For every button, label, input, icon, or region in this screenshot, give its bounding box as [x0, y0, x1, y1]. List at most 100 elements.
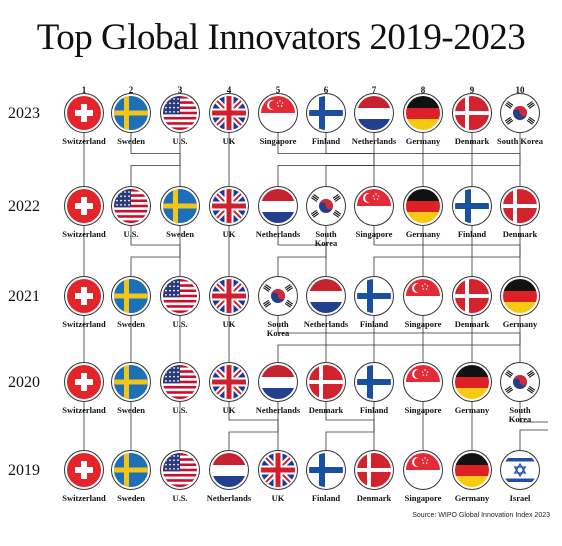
country-label: UK: [223, 136, 236, 146]
country-label: Singapore: [405, 319, 442, 329]
connector-denmark-2023: [471, 113, 521, 206]
sweden-flag-icon: [111, 276, 151, 316]
country-label: Sweden: [117, 493, 145, 503]
country-label: Denmark: [455, 319, 490, 329]
country-label: UK: [223, 229, 236, 239]
denmark-flag-icon: [306, 362, 346, 402]
denmark-flag-icon: [452, 93, 492, 133]
country-label: Switzerland: [62, 136, 106, 146]
country-label: Germany: [455, 493, 490, 503]
rank-label: 6: [324, 85, 329, 95]
country-label: Israel: [510, 493, 531, 503]
country-label: Switzerland: [62, 229, 106, 239]
rank-label: 8: [421, 85, 426, 95]
country-label: Finland: [458, 229, 487, 239]
chart-title: Top Global Innovators 2019-2023: [36, 17, 526, 58]
uk-flag-icon: [209, 93, 249, 133]
connector-finland-2023: [325, 113, 473, 206]
country-label: Switzerland: [62, 493, 106, 503]
country-label: South Korea: [315, 229, 338, 248]
switzerland-flag-icon: [64, 186, 104, 226]
country-label: U.S.: [123, 229, 138, 239]
country-label: Switzerland: [62, 405, 106, 415]
u-s-flag-icon: [160, 450, 200, 490]
denmark-flag-icon: [452, 276, 492, 316]
connector-u-s-2023: [130, 113, 181, 206]
country-label: South Korea: [509, 405, 532, 424]
uk-flag-icon: [209, 186, 249, 226]
uk-flag-icon: [209, 362, 249, 402]
country-label: Singapore: [405, 405, 442, 415]
u-s-flag-icon: [160, 93, 200, 133]
country-label: Denmark: [503, 229, 538, 239]
country-label: Germany: [503, 319, 538, 329]
u-s-flag-icon: [111, 186, 151, 226]
country-label: Sweden: [117, 319, 145, 329]
netherlands-flag-icon: [306, 276, 346, 316]
u-s-flag-icon: [160, 276, 200, 316]
country-label: U.S.: [172, 493, 187, 503]
country-label: Finland: [360, 319, 389, 329]
rank-label: 4: [227, 85, 232, 95]
year-label: 2021: [8, 288, 40, 305]
year-label: 2019: [8, 462, 40, 479]
country-label: Germany: [455, 405, 490, 415]
country-label: Netherlands: [207, 493, 252, 503]
country-label: Denmark: [357, 493, 392, 503]
rank-label: 7: [372, 85, 377, 95]
denmark-flag-icon: [500, 186, 540, 226]
country-label: Netherlands: [352, 136, 397, 146]
rank-label: 3: [178, 85, 183, 95]
singapore-flag-icon: [354, 186, 394, 226]
flag-nodes: Switzerland Sweden U.S. UK Singapore Finland N…: [62, 93, 544, 503]
south-korea-flag-icon: [306, 186, 346, 226]
singapore-flag-icon: [403, 450, 443, 490]
south-korea-flag-icon: [258, 276, 298, 316]
country-label: Denmark: [309, 405, 344, 415]
sweden-flag-icon: [160, 186, 200, 226]
south-korea-flag-icon: [500, 93, 540, 133]
connector-south-korea-2023: [325, 113, 521, 206]
uk-flag-icon: [258, 450, 298, 490]
country-label: Netherlands: [304, 319, 349, 329]
rank-label: 5: [276, 85, 281, 95]
israel-flag-icon: [500, 450, 540, 490]
switzerland-flag-icon: [64, 276, 104, 316]
switzerland-flag-icon: [64, 362, 104, 402]
uk-flag-icon: [209, 276, 249, 316]
sweden-flag-icon: [111, 450, 151, 490]
rank-label: 10: [516, 85, 526, 95]
country-label: Finland: [312, 493, 341, 503]
country-label: Netherlands: [256, 405, 301, 415]
finland-flag-icon: [306, 450, 346, 490]
country-label: U.S.: [172, 136, 187, 146]
netherlands-flag-icon: [209, 450, 249, 490]
finland-flag-icon: [306, 93, 346, 133]
country-label: Finland: [360, 405, 389, 415]
year-label: 2022: [8, 198, 40, 215]
country-label: South Korea: [497, 136, 544, 146]
germany-flag-icon: [452, 362, 492, 402]
singapore-flag-icon: [403, 362, 443, 402]
switzerland-flag-icon: [64, 450, 104, 490]
country-label: Sweden: [166, 229, 194, 239]
country-label: Denmark: [455, 136, 490, 146]
u-s-flag-icon: [160, 362, 200, 402]
germany-flag-icon: [452, 450, 492, 490]
country-label: Singapore: [356, 229, 393, 239]
year-label: 2023: [8, 105, 40, 122]
country-label: Germany: [406, 229, 441, 239]
netherlands-flag-icon: [258, 186, 298, 226]
germany-flag-icon: [403, 186, 443, 226]
netherlands-flag-icon: [258, 362, 298, 402]
year-label: 2020: [8, 374, 40, 391]
country-label: U.S.: [172, 319, 187, 329]
switzerland-flag-icon: [64, 93, 104, 133]
singapore-flag-icon: [258, 93, 298, 133]
country-label: South Korea: [267, 319, 290, 338]
country-label: U.S.: [172, 405, 187, 415]
netherlands-flag-icon: [354, 93, 394, 133]
sweden-flag-icon: [111, 93, 151, 133]
south-korea-flag-icon: [500, 362, 540, 402]
